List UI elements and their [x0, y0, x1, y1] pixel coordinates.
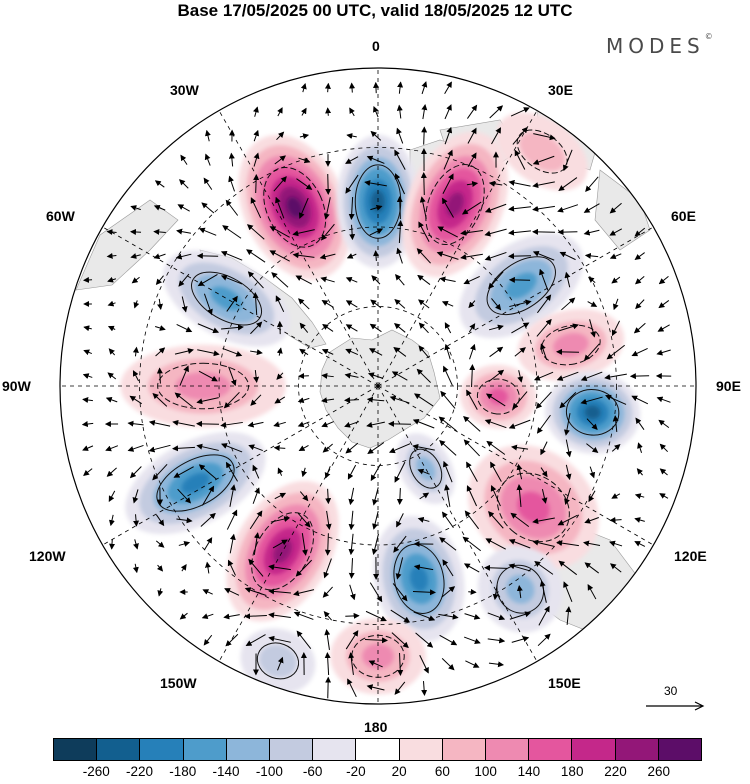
colorbar-tick-label: -180 — [169, 764, 196, 779]
reference-vector-arrow — [640, 684, 710, 714]
wind-arrow — [468, 592, 475, 593]
colorbar-swatch — [400, 739, 443, 760]
lon-label-60w: 60W — [46, 208, 75, 224]
colorbar-swatch — [659, 739, 701, 760]
lon-label-120e: 120E — [674, 548, 707, 564]
colorbar-tick-label: 220 — [604, 764, 627, 779]
lon-label-150w: 150W — [160, 675, 197, 691]
wind-arrow — [131, 232, 141, 233]
colorbar-swatch — [54, 739, 97, 760]
colorbar-swatch — [184, 739, 227, 760]
wind-arrow — [328, 174, 329, 194]
colorbar — [53, 738, 702, 761]
colorbar-swatch — [227, 739, 270, 760]
colorbar-tick-label: -220 — [126, 764, 153, 779]
lon-label-30w: 30W — [170, 82, 199, 98]
colorbar-tick-label: 60 — [435, 764, 450, 779]
wind-arrow — [485, 568, 507, 569]
colorbar-swatch — [486, 739, 529, 760]
wind-arrow — [275, 448, 286, 449]
wind-arrow — [256, 175, 257, 193]
lon-label-90w: 90W — [2, 378, 31, 394]
wind-arrow — [328, 108, 329, 115]
colorbar-tick-label: 20 — [392, 764, 407, 779]
wind-arrow — [631, 376, 649, 377]
lon-label-60e: 60E — [671, 208, 696, 224]
lon-label-90e: 90E — [716, 378, 741, 394]
colorbar-tick-label: 260 — [647, 764, 670, 779]
colorbar-swatch — [616, 739, 659, 760]
colorbar-tick-label: 140 — [518, 764, 541, 779]
lon-label-120w: 120W — [29, 548, 66, 564]
wind-arrow — [112, 539, 113, 549]
colorbar-tick-labels: -260 -220 -180 -140 -100 -60 -20 20 60 100 140 180 2… — [0, 764, 750, 784]
lon-label-180: 180 — [364, 719, 387, 735]
wind-arrow — [84, 280, 92, 281]
polar-map — [0, 0, 750, 730]
colorbar-tick-label: -100 — [256, 764, 283, 779]
colorbar-tick-label: 180 — [561, 764, 584, 779]
wind-arrow — [197, 424, 219, 425]
colorbar-tick-label: -140 — [213, 764, 240, 779]
colorbar-swatch — [313, 739, 356, 760]
wind-arrow — [533, 232, 555, 233]
colorbar-tick-label: -260 — [83, 764, 110, 779]
colorbar-swatch — [356, 739, 399, 760]
wind-arrow — [424, 127, 425, 144]
lon-label-0: 0 — [372, 38, 380, 54]
wind-arrow — [345, 400, 359, 401]
colorbar-swatch — [97, 739, 140, 760]
colorbar-swatch — [270, 739, 313, 760]
colorbar-tick-label: -60 — [303, 764, 323, 779]
colorbar-swatch — [529, 739, 572, 760]
colorbar-tick-label: -20 — [346, 764, 366, 779]
colorbar-swatch — [572, 739, 615, 760]
wind-arrow — [352, 83, 353, 92]
lon-label-150e: 150E — [548, 675, 581, 691]
wind-arrow — [509, 256, 531, 257]
lon-label-30e: 30E — [548, 82, 573, 98]
colorbar-swatch — [140, 739, 183, 760]
wind-arrow — [345, 616, 358, 617]
colorbar-tick-label: 100 — [474, 764, 497, 779]
colorbar-swatch — [443, 739, 486, 760]
wind-arrow — [424, 173, 425, 195]
